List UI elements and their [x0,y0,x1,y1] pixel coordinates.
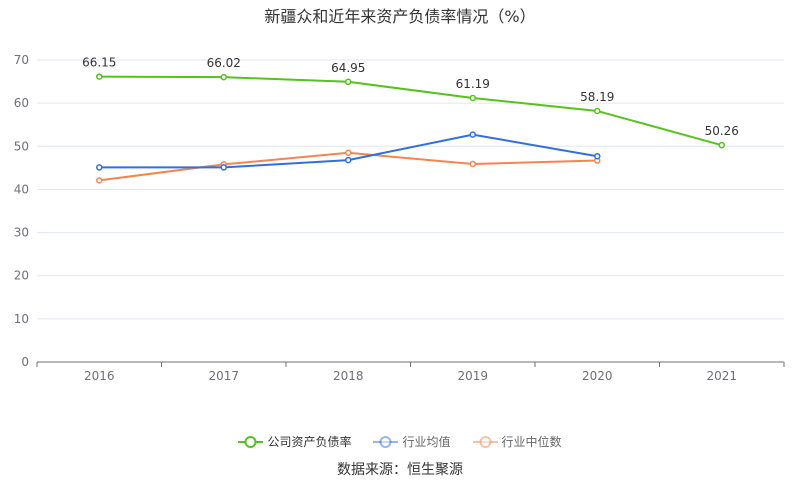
y-tick-label: 60 [14,96,29,110]
data-label: 50.26 [705,124,739,138]
data-point [96,164,103,171]
x-tick-label: 2017 [208,369,239,383]
data-label: 66.02 [207,56,241,70]
line-chart: 0 10 20 30 40 50 60 70 2016 2017 2018 2019 2020 2021 6… [14,53,785,383]
data-label: 61.19 [456,77,490,91]
x-tick-label: 2019 [457,369,488,383]
data-point [469,160,476,168]
data-point [220,164,227,171]
y-tick-label: 20 [14,269,29,283]
y-tick-label: 50 [14,139,29,153]
data-point [96,177,103,184]
chart-title: 新疆众和近年来资产负债率情况（%） [264,7,536,26]
x-tick-label: 2016 [84,369,115,383]
legend-item[interactable]: 行业中位数 [472,433,562,450]
data-point [96,73,103,80]
y-tick-label: 40 [14,182,29,196]
legend-item[interactable]: 公司资产负债率 [238,433,351,450]
data-source: 数据来源：恒生聚源 [337,462,463,478]
legend-item[interactable]: 行业均值 [373,433,451,450]
x-tick-label: 2018 [333,369,364,383]
data-label: 58.19 [580,90,614,104]
data-point [594,107,601,115]
data-point [594,152,601,160]
legend-line-circle-icon [472,435,498,448]
data-point [220,73,227,81]
y-tick-label: 0 [21,355,29,369]
legend-label: 行业均值 [402,435,451,449]
data-point [345,78,352,86]
data-label: 66.15 [82,56,116,70]
legend-line-circle-icon [373,435,399,448]
legend-label: 公司资产负债率 [267,435,352,449]
x-tick-label: 2021 [706,369,737,383]
series-line-0 [99,75,723,147]
data-label: 64.95 [331,61,365,75]
data-point [469,131,476,138]
y-tick-label: 10 [14,312,29,326]
data-point [718,141,725,149]
x-tick-label: 2020 [582,369,613,383]
data-point [469,94,476,102]
legend: 公司资产负债率 行业均值 行业中位数 [0,433,800,450]
legend-line-circle-icon [238,435,264,448]
legend-label: 行业中位数 [501,435,562,449]
y-tick-label: 70 [14,53,29,67]
y-tick-label: 30 [14,226,29,240]
data-point [345,156,352,164]
data-point [345,149,352,157]
